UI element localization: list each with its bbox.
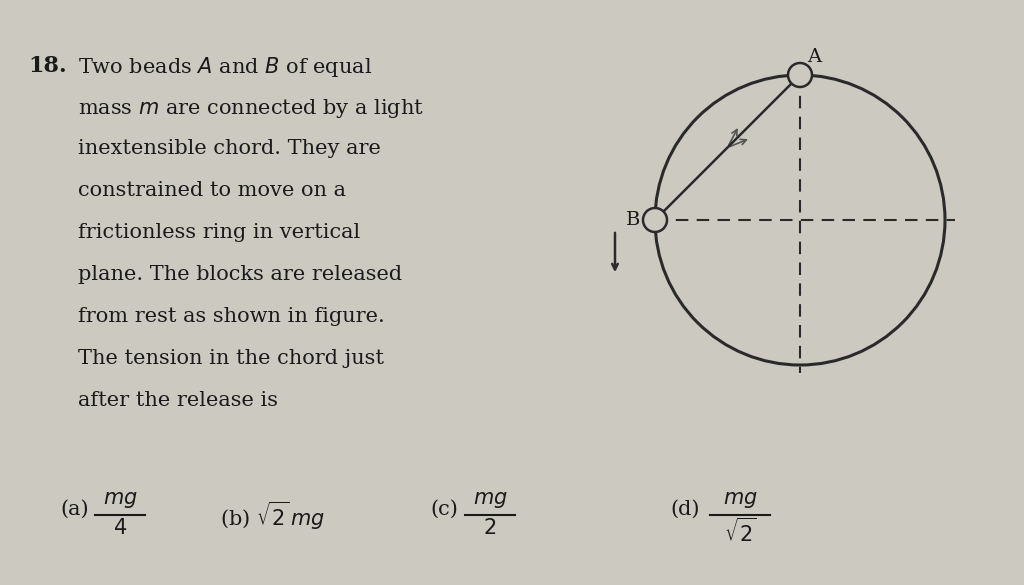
Text: (d): (d) (670, 500, 699, 519)
Text: (a): (a) (60, 500, 89, 519)
Text: (b) $\sqrt{2}\,mg$: (b) $\sqrt{2}\,mg$ (220, 500, 326, 532)
Text: after the release is: after the release is (78, 391, 278, 410)
Text: $mg$: $mg$ (473, 490, 508, 510)
Text: Two beads $A$ and $B$ of equal: Two beads $A$ and $B$ of equal (78, 55, 373, 79)
Text: $2$: $2$ (483, 518, 497, 538)
Text: from rest as shown in figure.: from rest as shown in figure. (78, 307, 385, 326)
Text: $4$: $4$ (113, 518, 127, 538)
Text: inextensible chord. They are: inextensible chord. They are (78, 139, 381, 158)
Text: $\sqrt{2}$: $\sqrt{2}$ (724, 518, 757, 546)
Text: mass $m$ are connected by a light: mass $m$ are connected by a light (78, 97, 424, 120)
Text: $mg$: $mg$ (723, 490, 758, 510)
Text: frictionless ring in vertical: frictionless ring in vertical (78, 223, 360, 242)
Text: $mg$: $mg$ (102, 490, 137, 510)
Text: 18.: 18. (28, 55, 67, 77)
Text: constrained to move on a: constrained to move on a (78, 181, 346, 200)
Text: B: B (626, 211, 640, 229)
Text: (c): (c) (430, 500, 458, 519)
Text: A: A (807, 48, 821, 66)
Text: plane. The blocks are released: plane. The blocks are released (78, 265, 402, 284)
Text: The tension in the chord just: The tension in the chord just (78, 349, 384, 368)
Circle shape (788, 63, 812, 87)
Circle shape (643, 208, 667, 232)
